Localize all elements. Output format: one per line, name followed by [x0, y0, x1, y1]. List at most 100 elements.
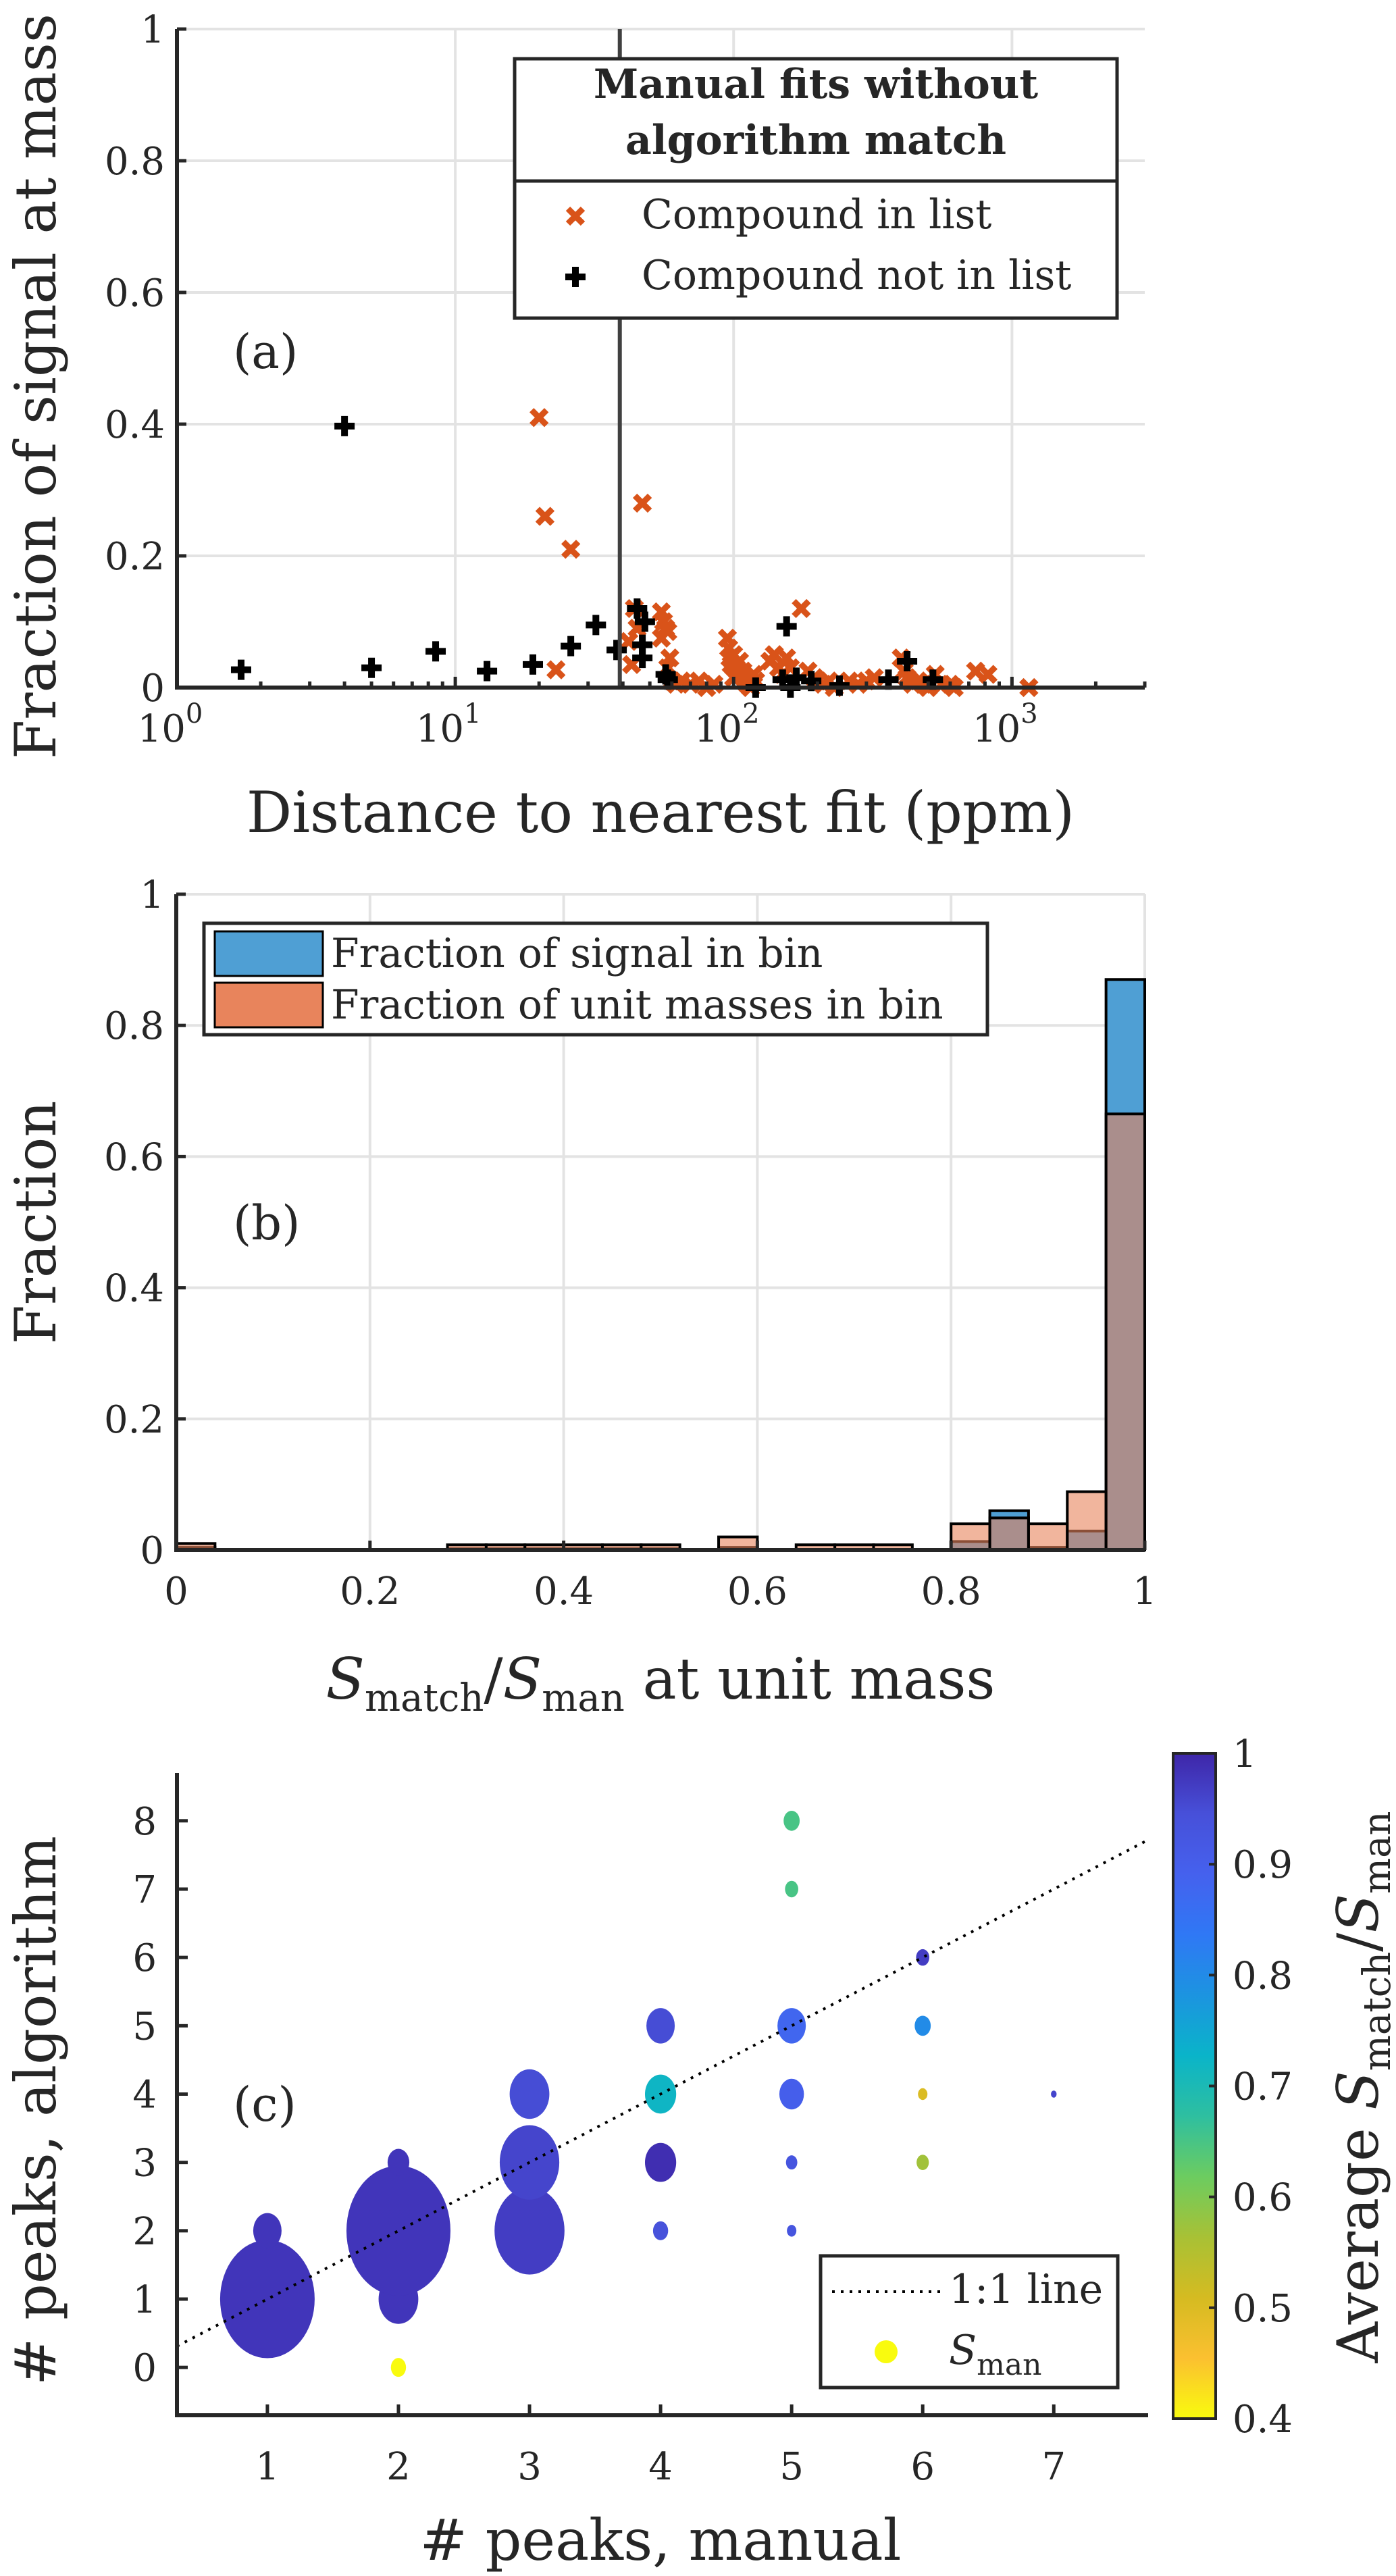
a-legend-entry-not-in-list: Compound not in list [642, 252, 1071, 299]
marker-stroke [561, 540, 581, 559]
colorbar-tick-label: 0.7 [1233, 2065, 1293, 2109]
b-xtick-label: 1 [1133, 1570, 1157, 1614]
a-xtick-label: 100 [138, 698, 203, 751]
a-panel-label: (a) [233, 324, 298, 380]
marker-stroke [546, 660, 566, 679]
a-point-in-list [632, 493, 652, 513]
c-point [779, 2078, 804, 2110]
colorbar-tick-label: 0.4 [1233, 2398, 1293, 2442]
colorbar-tick-label: 0.8 [1233, 1954, 1293, 1998]
b-legend-swatch-signal [213, 930, 324, 977]
c-point [509, 2069, 550, 2119]
b-bar-unit-masses [1066, 1490, 1108, 1552]
c-legend-sub: man [977, 2348, 1041, 2382]
c-legend-entry-sman: Sman [949, 2327, 1041, 2382]
cb-label-sub1: match [1355, 1952, 1396, 2071]
marker-stroke [619, 632, 639, 651]
a-point-in-list [765, 645, 784, 665]
c-panel-label: (c) [233, 2077, 296, 2132]
c-points [219, 1810, 1057, 2377]
a-point-in-list [792, 598, 811, 619]
a-legend-x [565, 206, 586, 226]
b-xlabel-s1: S [326, 1646, 365, 1712]
c-ytick-label: 1 [132, 2278, 157, 2322]
c-point [785, 2155, 798, 2170]
c-legend-box [819, 2254, 1120, 2390]
c-point [219, 2240, 315, 2359]
a-xtick-base: 10 [973, 707, 1020, 751]
a-ytick-label: 1 [140, 8, 165, 52]
a-xtick-exp: 2 [742, 698, 759, 729]
c-point [916, 2155, 929, 2171]
marker-stroke [632, 493, 652, 513]
marker-stroke [565, 206, 586, 226]
b-ytick-label: 1 [140, 873, 164, 917]
b-xlabel-rest: at unit mass [625, 1646, 996, 1712]
c-y-axis-label: # peaks, algorithm [3, 1836, 69, 2386]
a-x-axis-label: Distance to nearest fit (ppm) [247, 779, 1075, 846]
b-legend-entry-signal: Fraction of signal in bin [331, 930, 823, 977]
c-ytick-label: 7 [132, 1868, 157, 1912]
a-ytick-label: 0.2 [105, 535, 165, 579]
b-xtick-label: 0.6 [727, 1570, 787, 1614]
b-bar-unit-masses [1027, 1522, 1069, 1551]
a-point-in-list [546, 660, 566, 679]
panel-c: 0 1 2 3 4 5 6 7 8 1 2 3 4 5 6 7 (c) # peaks, manual # p… [3, 1732, 1396, 2573]
b-legend: Fraction of signal in bin Fraction of un… [202, 921, 989, 1037]
c-point [652, 2221, 669, 2240]
b-xtick-label: 0 [164, 1570, 188, 1614]
a-point-not-in-list [230, 659, 251, 680]
b-xlabel-s2: S [503, 1646, 542, 1712]
cb-label-s2: S [1325, 1894, 1391, 1933]
a-point-in-list [529, 408, 549, 428]
a-ytick-label: 0 [140, 667, 165, 711]
a-point-not-in-list [334, 415, 355, 436]
b-xlabel-slash: / [484, 1646, 503, 1712]
c-ytick-label: 5 [132, 2005, 157, 2049]
b-bar-unit-masses [950, 1522, 991, 1551]
a-legend-marker-x [565, 206, 586, 226]
c-point [253, 2213, 282, 2249]
b-legend-box [202, 921, 989, 1037]
b-ytick-label: 0.4 [104, 1267, 164, 1311]
b-x-axis-label: Smatch/Sman at unit mass [326, 1646, 995, 1720]
b-tick-labels: 0 0.2 0.4 0.6 0.8 1 0 0.2 0.4 0.6 0.8 1 [104, 873, 1157, 1614]
a-point-not-in-list [627, 598, 648, 619]
c-ytick-label: 8 [132, 1800, 157, 1844]
c-xtick-label: 5 [779, 2445, 804, 2489]
a-point-in-list [561, 540, 581, 559]
b-xtick-label: 0.8 [921, 1570, 981, 1614]
b-ytick-label: 0 [140, 1529, 164, 1573]
a-legend-entry-in-list: Compound in list [642, 191, 991, 238]
b-bar-unit-masses [988, 1516, 1030, 1551]
a-xtick-base: 10 [138, 707, 186, 751]
c-point [918, 2088, 928, 2101]
c-point [387, 2148, 410, 2176]
marker-stroke [535, 507, 555, 526]
b-ytick-label: 0.2 [104, 1398, 164, 1442]
c-legend-entry-line: 1:1 line [949, 2266, 1103, 2313]
colorbar-tick-label: 0.5 [1233, 2287, 1293, 2331]
a-point-not-in-list [632, 648, 653, 669]
b-legend-swatch-unit-masses [213, 981, 324, 1029]
c-xtick-label: 7 [1041, 2445, 1066, 2489]
a-xtick-exp: 0 [186, 698, 203, 729]
c-point [644, 2142, 677, 2182]
c-xtick-label: 6 [910, 2445, 935, 2489]
c-ytick-label: 6 [132, 1936, 157, 1980]
a-point-in-list [652, 628, 671, 648]
c-ytick-label: 0 [132, 2346, 157, 2390]
marker-stroke [765, 645, 784, 665]
a-point-not-in-list [477, 661, 498, 681]
a-points [230, 408, 1039, 698]
cb-label-sub2: man [1355, 1811, 1396, 1894]
a-point-in-list [535, 507, 555, 526]
a-xtick-label: 101 [416, 698, 482, 751]
colorbar-gradient [1172, 1752, 1217, 2420]
c-point [646, 2008, 675, 2044]
b-axes [174, 892, 1147, 1552]
a-ytick-label: 0.4 [105, 403, 165, 447]
a-point-not-in-list [586, 615, 606, 636]
